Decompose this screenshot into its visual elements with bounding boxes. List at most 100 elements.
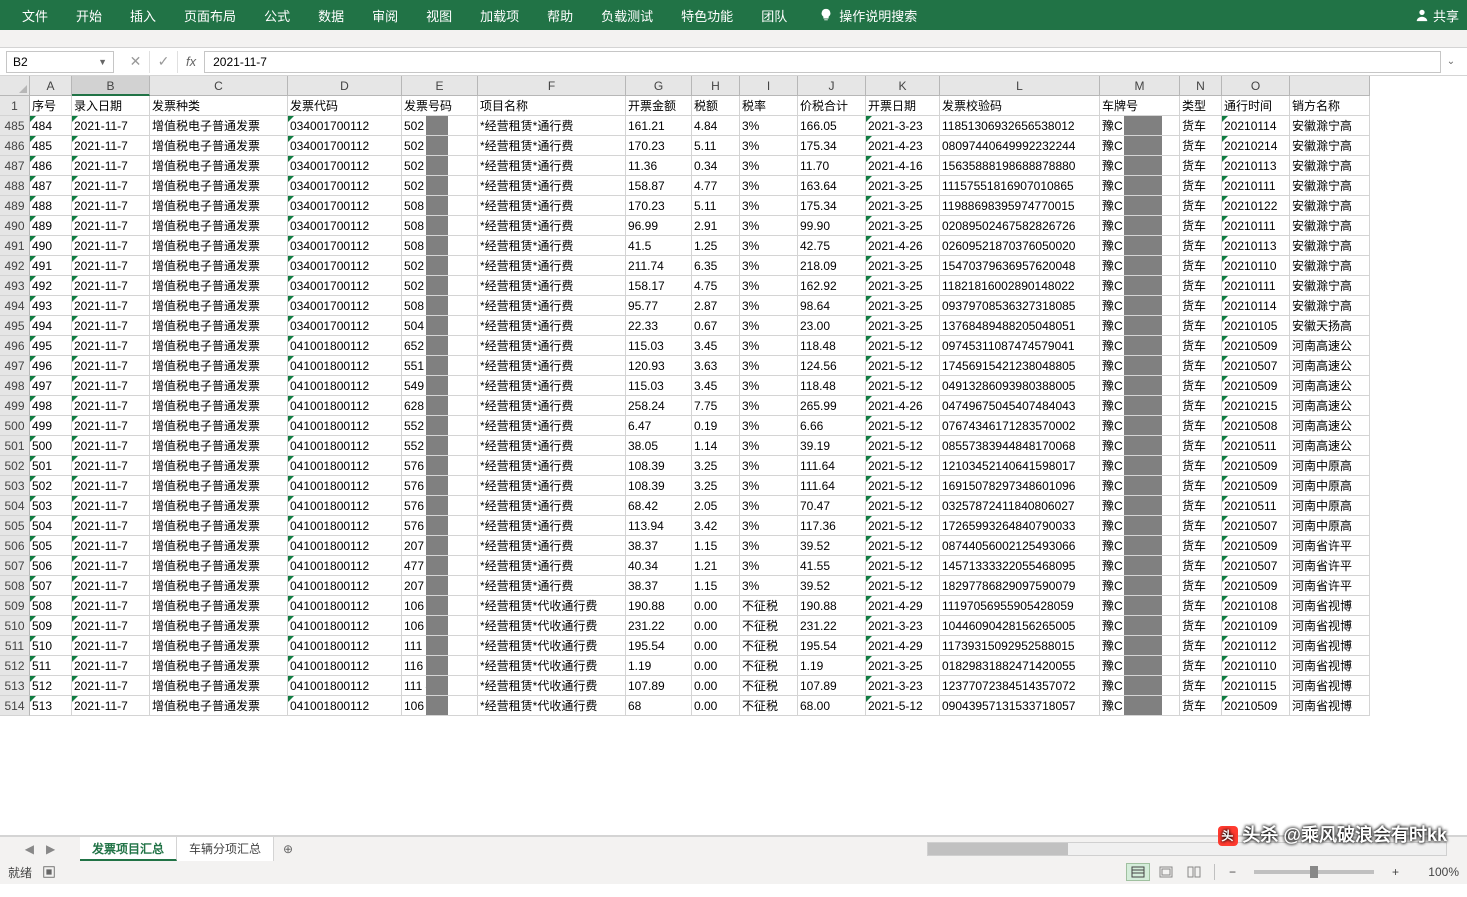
zoom-level[interactable]: 100% xyxy=(1409,865,1459,879)
header-cell[interactable]: 发票代码 xyxy=(288,96,402,116)
cell[interactable]: 02609521870376050020 xyxy=(940,236,1100,256)
cell[interactable]: 豫C 5 xyxy=(1100,616,1180,636)
row-header[interactable]: 500 xyxy=(0,416,30,436)
cell[interactable]: 6.66 xyxy=(798,416,866,436)
ribbon-tab-10[interactable]: 负载测试 xyxy=(587,0,667,30)
cell[interactable]: 551 27 xyxy=(402,356,478,376)
cell[interactable]: 511 xyxy=(30,656,72,676)
cell[interactable]: *经营租赁*代收通行费 xyxy=(478,616,626,636)
cell[interactable]: *经营租赁*通行费 xyxy=(478,136,626,156)
cell[interactable]: 11.70 xyxy=(798,156,866,176)
cell[interactable]: 货车 xyxy=(1180,496,1222,516)
view-page-break-button[interactable] xyxy=(1182,863,1206,881)
cell[interactable]: 不征税 xyxy=(740,596,798,616)
col-header-D[interactable]: D xyxy=(288,76,402,96)
cell[interactable]: 2021-5-12 xyxy=(866,336,940,356)
cell[interactable]: 041001800112 xyxy=(288,396,402,416)
cell[interactable]: 502 xyxy=(30,476,72,496)
sheet-nav[interactable]: ◀ ▶ xyxy=(0,842,80,856)
cell[interactable]: 120.93 xyxy=(626,356,692,376)
cell[interactable]: 货车 xyxy=(1180,376,1222,396)
zoom-out-button[interactable]: − xyxy=(1223,865,1242,879)
cell[interactable]: 08744056002125493066 xyxy=(940,536,1100,556)
row-header[interactable]: 496 xyxy=(0,336,30,356)
row-header[interactable]: 494 xyxy=(0,296,30,316)
cell[interactable]: 河南中原高 xyxy=(1290,456,1370,476)
cell[interactable]: 3% xyxy=(740,516,798,536)
cell[interactable]: 2021-5-12 xyxy=(866,536,940,556)
cell[interactable]: 增值税电子普通发票 xyxy=(150,656,288,676)
cell[interactable]: 2021-11-7 xyxy=(72,316,150,336)
cell[interactable]: 508 95 xyxy=(402,216,478,236)
cell[interactable]: 11821816002890148022 xyxy=(940,276,1100,296)
cell[interactable]: 2021-5-12 xyxy=(866,416,940,436)
cell[interactable]: 158.87 xyxy=(626,176,692,196)
cell[interactable]: *经营租赁*通行费 xyxy=(478,536,626,556)
ribbon-tab-2[interactable]: 插入 xyxy=(116,0,170,30)
cell[interactable]: 豫C 5 xyxy=(1100,696,1180,716)
cell[interactable]: 2021-5-12 xyxy=(866,696,940,716)
cell[interactable]: 07674346171283570002 xyxy=(940,416,1100,436)
cell[interactable]: 2021-11-7 xyxy=(72,396,150,416)
cell[interactable]: 货车 xyxy=(1180,116,1222,136)
cell[interactable]: 111 62 xyxy=(402,636,478,656)
cell[interactable]: 安徽滁宁高 xyxy=(1290,296,1370,316)
cell[interactable]: 211.74 xyxy=(626,256,692,276)
cell[interactable]: 2021-11-7 xyxy=(72,436,150,456)
cell[interactable]: 20210109 xyxy=(1222,616,1290,636)
col-header-I[interactable]: I xyxy=(740,76,798,96)
cell[interactable]: 502 45 xyxy=(402,116,478,136)
cell[interactable]: 3% xyxy=(740,356,798,376)
col-header-[interactable] xyxy=(1290,76,1370,96)
cell[interactable]: 河南省视博 xyxy=(1290,656,1370,676)
cell[interactable]: 502 23 xyxy=(402,256,478,276)
cell[interactable]: 6.47 xyxy=(626,416,692,436)
cell[interactable]: 3.45 xyxy=(692,336,740,356)
cell[interactable]: 增值税电子普通发票 xyxy=(150,496,288,516)
cell[interactable]: 0.00 xyxy=(692,596,740,616)
cell[interactable]: 安徽滁宁高 xyxy=(1290,276,1370,296)
cell[interactable]: 95.77 xyxy=(626,296,692,316)
cell[interactable]: 豫C 1 xyxy=(1100,336,1180,356)
cell[interactable]: 190.88 xyxy=(798,596,866,616)
cell[interactable]: 118.48 xyxy=(798,336,866,356)
cell[interactable]: 3% xyxy=(740,536,798,556)
cell[interactable]: 增值税电子普通发票 xyxy=(150,516,288,536)
zoom-slider[interactable] xyxy=(1254,870,1374,874)
cell[interactable]: 38.37 xyxy=(626,536,692,556)
cell[interactable]: 507 xyxy=(30,576,72,596)
col-header-N[interactable]: N xyxy=(1180,76,1222,96)
cell[interactable]: 增值税电子普通发票 xyxy=(150,476,288,496)
cell[interactable]: 2021-11-7 xyxy=(72,236,150,256)
cell[interactable]: 106 56 xyxy=(402,596,478,616)
cell[interactable]: 113.94 xyxy=(626,516,692,536)
cell[interactable]: *经营租赁*通行费 xyxy=(478,556,626,576)
cell[interactable]: 16915078297348601096 xyxy=(940,476,1100,496)
cell[interactable]: 0.00 xyxy=(692,696,740,716)
cell[interactable]: 豫C 9 xyxy=(1100,596,1180,616)
formula-expand-button[interactable]: ⌄ xyxy=(1441,56,1461,67)
cell[interactable]: 货车 xyxy=(1180,476,1222,496)
cell[interactable]: 38.05 xyxy=(626,436,692,456)
cell[interactable]: 3.42 xyxy=(692,516,740,536)
cell[interactable]: 04749675045407484043 xyxy=(940,396,1100,416)
cell[interactable]: 4.77 xyxy=(692,176,740,196)
cell[interactable]: 0.19 xyxy=(692,416,740,436)
cell[interactable]: 20210215 xyxy=(1222,396,1290,416)
col-header-G[interactable]: G xyxy=(626,76,692,96)
cell[interactable]: 2021-11-7 xyxy=(72,576,150,596)
cell[interactable]: 034001700112 xyxy=(288,176,402,196)
cell[interactable]: 20210113 xyxy=(1222,156,1290,176)
cell[interactable]: 3% xyxy=(740,156,798,176)
cell[interactable]: 502 75 xyxy=(402,136,478,156)
cell[interactable]: 041001800112 xyxy=(288,416,402,436)
col-header-K[interactable]: K xyxy=(866,76,940,96)
cell[interactable]: 494 xyxy=(30,316,72,336)
cell[interactable]: 2021-11-7 xyxy=(72,536,150,556)
cell[interactable]: 2.05 xyxy=(692,496,740,516)
cell[interactable]: 3% xyxy=(740,296,798,316)
cell[interactable]: 576 32 xyxy=(402,476,478,496)
cell[interactable]: 041001800112 xyxy=(288,536,402,556)
cell[interactable]: 豫C 1 xyxy=(1100,316,1180,336)
cell[interactable]: 118.48 xyxy=(798,376,866,396)
